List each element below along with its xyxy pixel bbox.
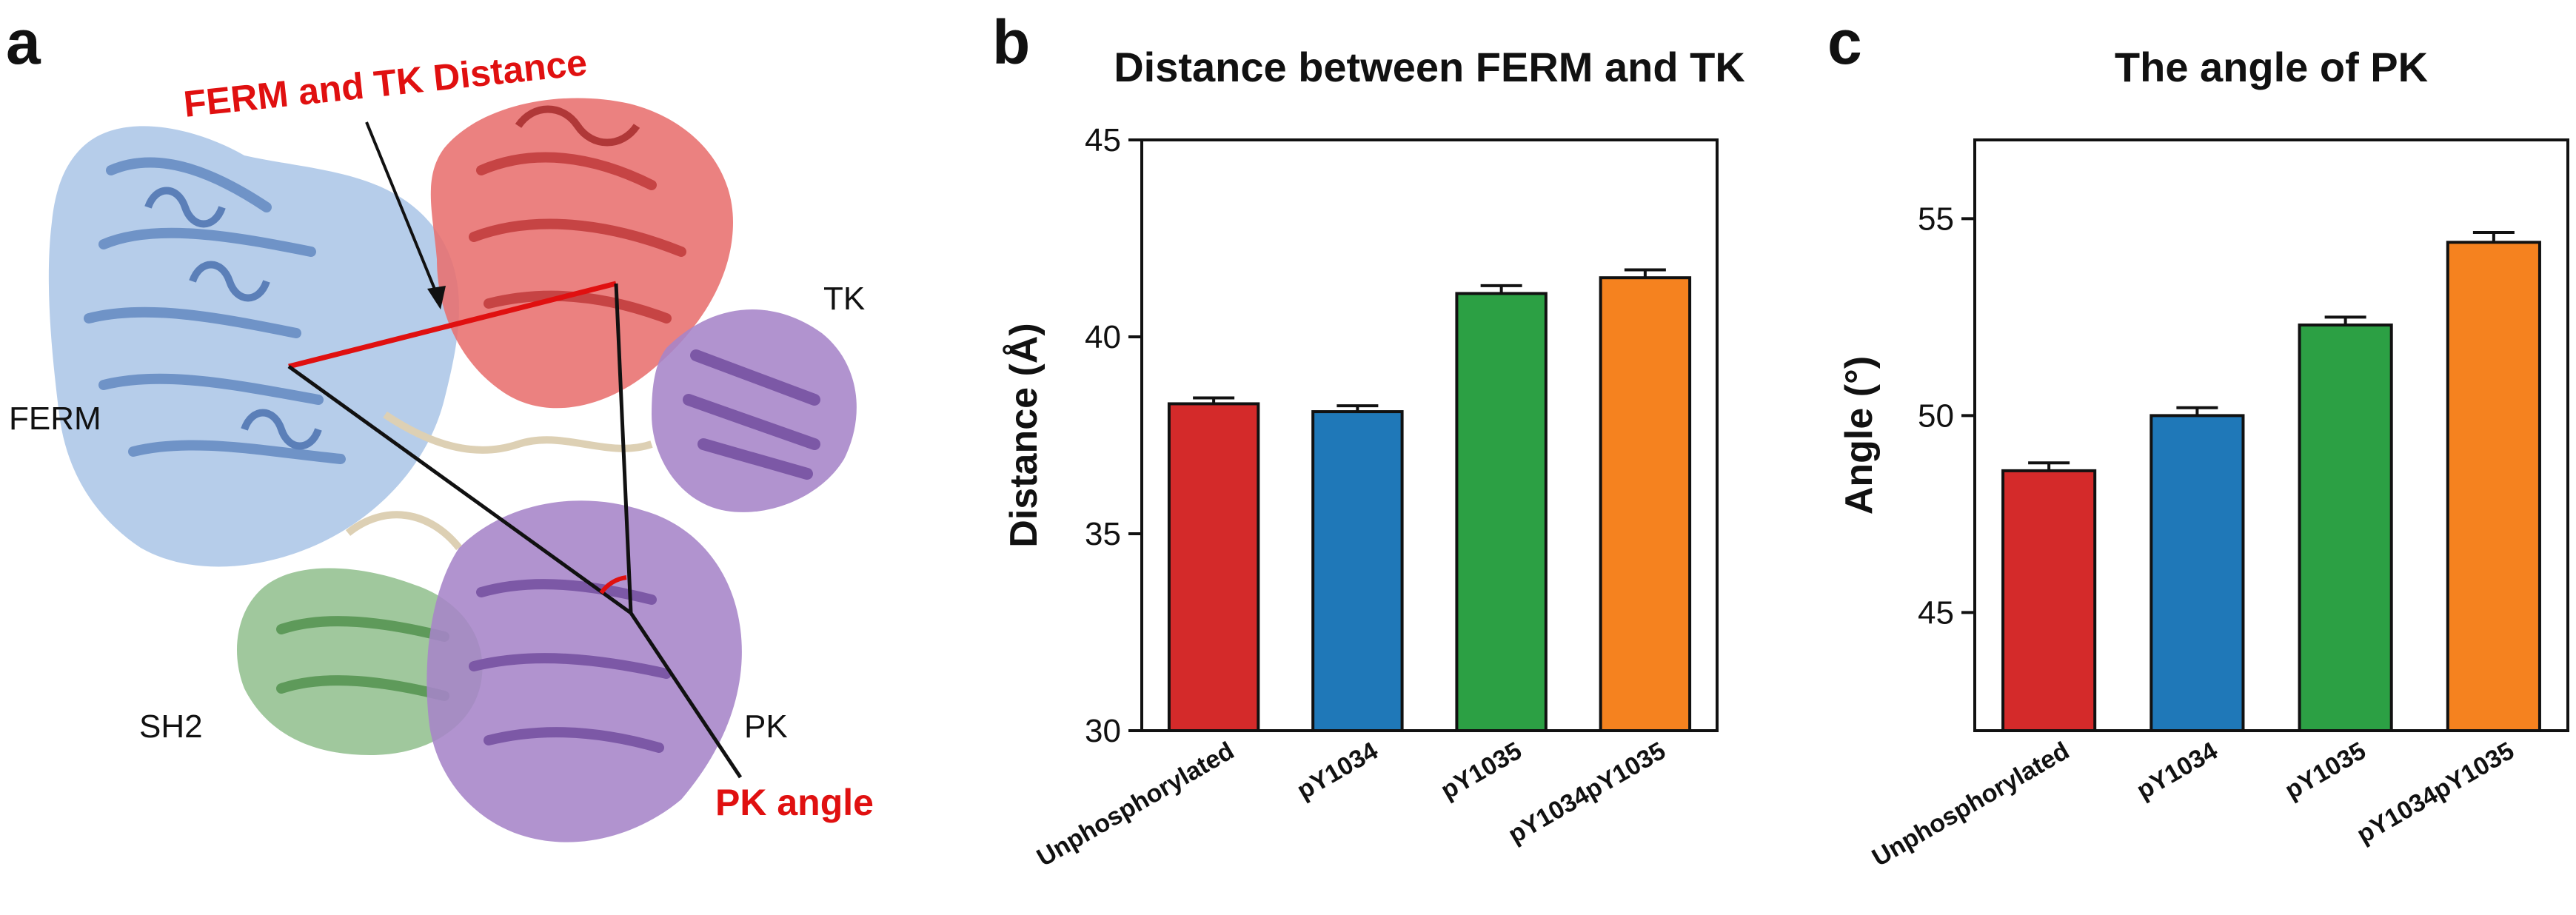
x-tick-label: pY1034pY1035 bbox=[1504, 737, 1670, 849]
y-tick-label: 45 bbox=[1918, 594, 1954, 631]
sh2-label: SH2 bbox=[139, 708, 203, 745]
bar-py1035 bbox=[1455, 292, 1548, 733]
x-tick-label: pY1034 bbox=[1292, 737, 1382, 805]
pk-angle-line-ferm bbox=[287, 364, 632, 615]
chart-distance: Distance between FERM and TK Distance (Å)… bbox=[1003, 44, 1745, 872]
distance-annotation-arrow bbox=[365, 121, 442, 304]
linker-region bbox=[345, 411, 653, 551]
x-tick-label: pY1034 bbox=[2132, 737, 2222, 805]
chart-title: Distance between FERM and TK bbox=[1114, 44, 1745, 90]
pk-angle-annotation-label: PK angle bbox=[715, 782, 874, 823]
bar-py1035 bbox=[2298, 324, 2393, 733]
tk-domain bbox=[430, 98, 733, 409]
x-tick-label: Unphosphorylated bbox=[1867, 737, 2074, 872]
pk-domain bbox=[426, 309, 857, 842]
panel-letter-b: b bbox=[992, 7, 1030, 77]
x-tick-label: pY1035 bbox=[1436, 737, 1526, 805]
ferm-tk-distance-line bbox=[288, 281, 617, 369]
x-tick-label: pY1035 bbox=[2280, 737, 2370, 805]
ferm-domain bbox=[48, 126, 460, 567]
bar-py1034 bbox=[2150, 414, 2245, 733]
x-tick-label: Unphosphorylated bbox=[1032, 737, 1239, 872]
y-tick-label: 55 bbox=[1918, 201, 1954, 237]
pk-label: PK bbox=[744, 708, 788, 745]
pk-angle-line-tk bbox=[614, 283, 633, 614]
y-tick-label: 35 bbox=[1085, 516, 1121, 552]
y-tick-label: 40 bbox=[1085, 319, 1121, 355]
plot-frame bbox=[1140, 138, 1719, 732]
bar-unphosphorylated bbox=[1167, 402, 1260, 732]
ferm-label: FERM bbox=[9, 400, 101, 437]
tk-label: TK bbox=[823, 281, 865, 317]
pk-angle-pointer-line bbox=[629, 611, 743, 779]
bar-py1034py1035 bbox=[1599, 276, 1692, 732]
bar-unphosphorylated bbox=[2001, 469, 2097, 732]
y-tick-label: 30 bbox=[1085, 713, 1121, 749]
chart-angle: The angle of PK Angle (°) 45 50 55 Unphosphor… bbox=[1838, 44, 2569, 872]
y-axis-label: Angle (°) bbox=[1838, 356, 1881, 515]
sh2-domain bbox=[237, 568, 483, 755]
bar-py1034 bbox=[1311, 410, 1404, 733]
y-tick-label: 50 bbox=[1918, 398, 1954, 434]
chart-title: The angle of PK bbox=[2115, 44, 2428, 90]
panel-letter-c: c bbox=[1827, 7, 1862, 77]
x-tick-label: pY1034pY1035 bbox=[2352, 737, 2519, 849]
protein-structure: FERM and TK Distance PK angle FERM TK SH… bbox=[9, 41, 874, 842]
distance-arrowhead-icon bbox=[427, 286, 446, 309]
y-tick-label: 45 bbox=[1085, 122, 1121, 158]
panel-letter-a: a bbox=[6, 7, 41, 77]
y-axis-label: Distance (Å) bbox=[1003, 323, 1046, 547]
plot-frame bbox=[1973, 138, 2569, 732]
bar-py1034py1035 bbox=[2446, 241, 2541, 732]
pk-angle-arc bbox=[599, 575, 627, 594]
